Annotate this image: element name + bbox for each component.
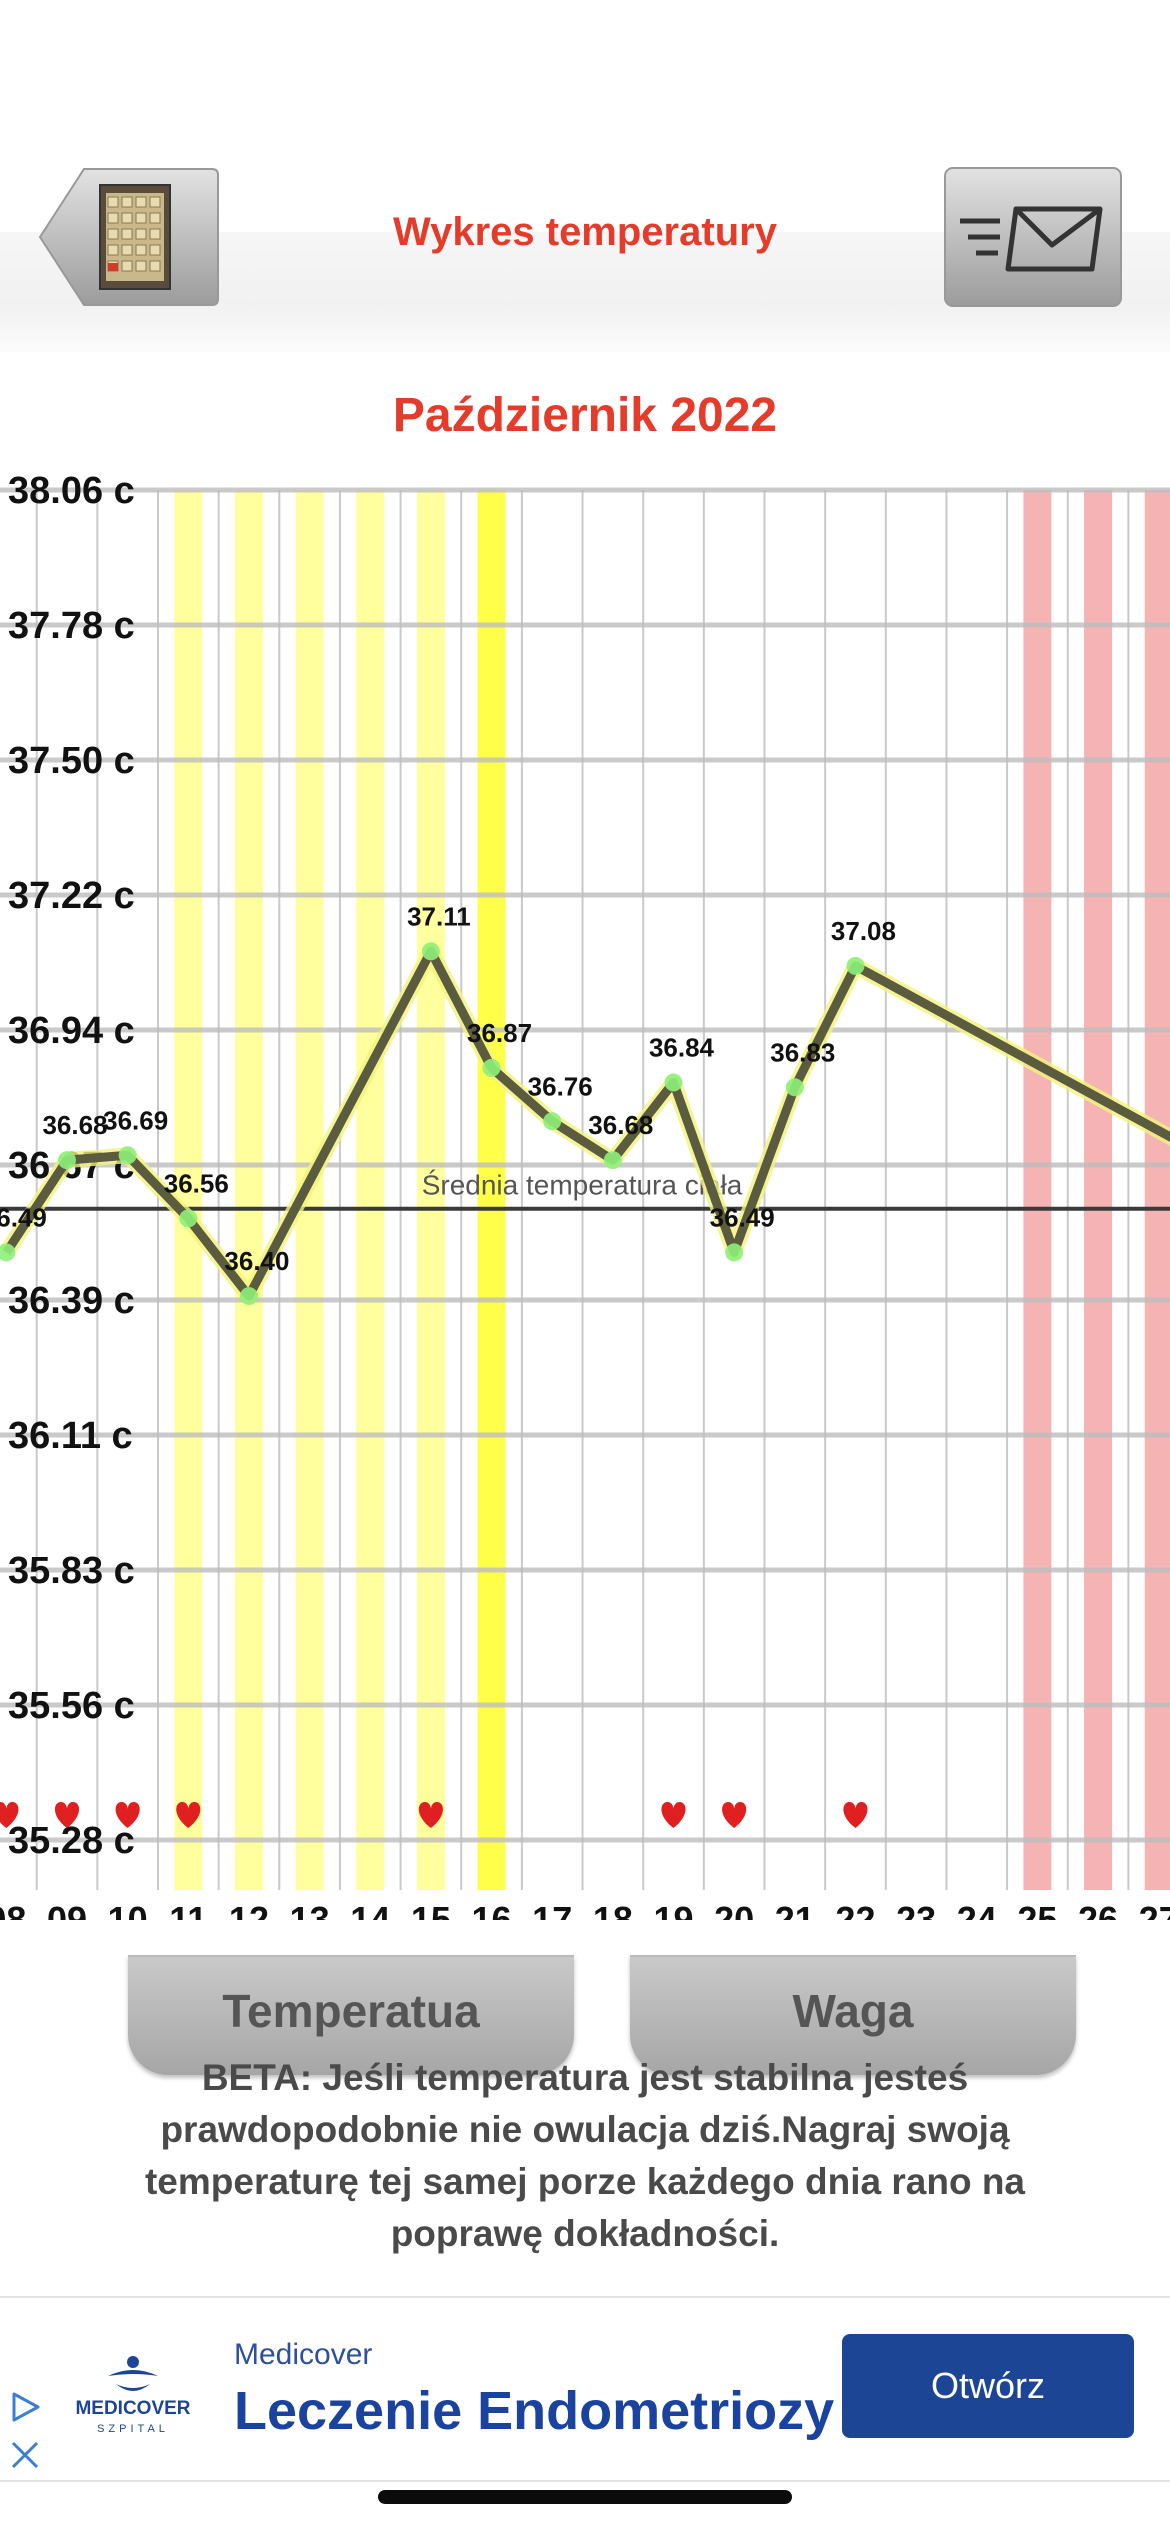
- temperature-point: [482, 1058, 501, 1077]
- x-tick-label: 14: [350, 1899, 390, 1920]
- y-tick-label: 36.39 c: [8, 1280, 135, 1322]
- x-tick-label: 18: [593, 1899, 633, 1920]
- send-mail-button[interactable]: [942, 165, 1124, 309]
- ad-brand: Medicover: [234, 2338, 373, 2371]
- ad-banner[interactable]: MEDICOVER SZPITAL Medicover Leczenie End…: [0, 2296, 1170, 2482]
- fertile-day-band: [416, 490, 445, 1890]
- y-tick-label: 36.94 c: [8, 1010, 135, 1052]
- temperature-point-label: 36.87: [467, 1018, 532, 1048]
- x-tick-label: 10: [108, 1899, 148, 1920]
- temperature-point-label: 36.68: [588, 1110, 653, 1140]
- heart-icon: [54, 1802, 80, 1828]
- weight-tab-button[interactable]: Waga: [630, 1955, 1076, 2075]
- heart-icon: [843, 1802, 868, 1828]
- average-temperature-label: Średnia temperatura ciała: [422, 1169, 743, 1201]
- temperature-point: [785, 1078, 804, 1097]
- x-tick-label: 21: [775, 1899, 815, 1920]
- temperature-point-label: 36.40: [224, 1246, 289, 1276]
- heart-icon: [418, 1802, 443, 1828]
- temperature-tab-button[interactable]: Temperatua: [128, 1955, 574, 2075]
- y-tick-label: 36.11 c: [8, 1415, 133, 1457]
- temperature-point-label: 37.08: [831, 916, 896, 946]
- info-text: BETA: Jeśli temperatura jest stabilna je…: [144, 2057, 1026, 2254]
- close-icon[interactable]: [8, 2438, 42, 2472]
- calendar-icon: [99, 184, 171, 290]
- x-tick-label: 24: [957, 1899, 997, 1920]
- heart-icon: [115, 1802, 140, 1828]
- temperature-line: [2, 946, 1170, 1301]
- x-tick-label: 27: [1139, 1899, 1170, 1920]
- temperature-point: [725, 1243, 744, 1262]
- temperature-point: [603, 1151, 622, 1170]
- temperature-point: [543, 1112, 562, 1131]
- x-tick-label: 19: [653, 1899, 693, 1920]
- temperature-point-label: 36.49: [0, 1202, 47, 1232]
- temperature-point: [239, 1287, 258, 1306]
- y-tick-label: 35.56 c: [8, 1685, 135, 1727]
- ad-open-button[interactable]: Otwórz: [842, 2334, 1134, 2438]
- y-tick-label: 37.78 c: [8, 605, 135, 647]
- page-title: Wykres temperatury: [393, 210, 777, 254]
- fertile-day-band: [234, 490, 263, 1890]
- x-tick-label: 16: [472, 1899, 512, 1920]
- back-button[interactable]: [36, 165, 222, 309]
- adchoices-icon[interactable]: [8, 2390, 42, 2424]
- temperature-point: [179, 1209, 198, 1228]
- period-day-band: [1144, 490, 1170, 1890]
- y-tick-label: 35.83 c: [8, 1550, 135, 1592]
- heart-icon: [661, 1802, 686, 1828]
- month-title: Październik 2022: [392, 389, 778, 442]
- temperature-chart: Średnia temperatura ciała 38.06 c 37.78 c 3…: [0, 470, 1170, 1920]
- medicover-logo: MEDICOVER SZPITAL: [75, 2356, 191, 2435]
- heart-icon: [0, 1802, 19, 1828]
- fertile-day-band: [356, 490, 385, 1890]
- heart-icon: [722, 1802, 747, 1828]
- temperature-point-label: 37.11: [407, 901, 471, 931]
- x-tick-label: 26: [1078, 1899, 1118, 1920]
- period-day-band: [1023, 490, 1052, 1890]
- temperature-point-label: 36.76: [528, 1071, 593, 1101]
- fast-mail-icon: [960, 206, 1103, 272]
- ad-headline: Leczenie Endometriozy: [234, 2381, 835, 2441]
- temperature-point: [421, 942, 440, 961]
- x-tick-label: 25: [1017, 1899, 1057, 1920]
- temperature-point: [118, 1146, 137, 1165]
- temperature-point-label: 36.68: [42, 1110, 107, 1140]
- home-indicator[interactable]: [378, 2490, 792, 2504]
- x-tick-label: 08: [0, 1899, 26, 1920]
- temperature-point-label: 36.69: [103, 1105, 168, 1135]
- temperature-point-label: 36.49: [710, 1202, 775, 1232]
- temperature-point: [664, 1073, 683, 1092]
- x-tick-label: 22: [835, 1899, 875, 1920]
- temperature-point-label: 36.83: [770, 1037, 835, 1067]
- temperature-point: [58, 1151, 76, 1170]
- y-tick-label: 35.28 c: [8, 1820, 135, 1862]
- x-tick-label: 12: [229, 1899, 269, 1920]
- ovulation-day-band: [477, 490, 506, 1890]
- svg-text:SZPITAL: SZPITAL: [97, 2423, 169, 2435]
- period-day-band: [1084, 490, 1113, 1890]
- x-tick-label: 23: [896, 1899, 936, 1920]
- svg-text:MEDICOVER: MEDICOVER: [75, 2398, 190, 2419]
- x-tick-label: 15: [411, 1899, 451, 1920]
- y-tick-label: 37.22 c: [8, 875, 135, 917]
- y-tick-label: 37.50 c: [8, 740, 135, 782]
- temperature-point-label: 36.56: [164, 1168, 229, 1198]
- x-tick-label: 13: [290, 1899, 330, 1920]
- temperature-point: [846, 956, 865, 975]
- y-tick-label: 38.06 c: [8, 470, 135, 512]
- fertile-day-band: [174, 490, 203, 1890]
- x-tick-label: 11: [169, 1899, 207, 1920]
- temperature-point: [0, 1243, 16, 1262]
- x-tick-label: 09: [47, 1899, 87, 1920]
- x-tick-label: 17: [532, 1899, 572, 1920]
- heart-icon: [176, 1802, 201, 1828]
- x-tick-label: 20: [714, 1899, 754, 1920]
- temperature-point-label: 36.84: [649, 1032, 715, 1062]
